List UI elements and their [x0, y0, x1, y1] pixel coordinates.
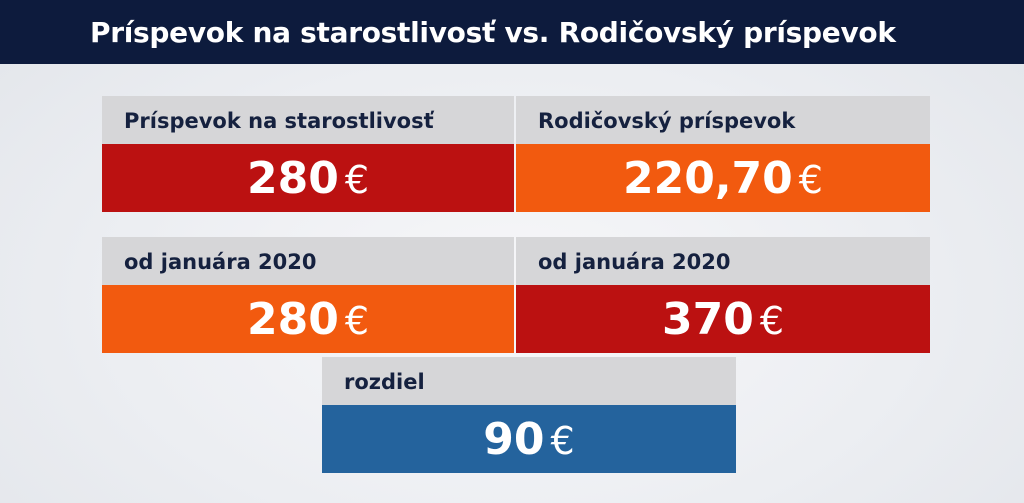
amount-value: 90 — [483, 414, 545, 465]
title-bar: Príspevok na starostlivosť vs. Rodičovsk… — [0, 0, 1024, 64]
card-amount-box: 280 € — [102, 144, 514, 212]
card-label: rozdiel — [322, 357, 736, 405]
card-parental-allowance: Rodičovský príspevok 220,70 € — [516, 96, 930, 212]
amount-value: 370 — [661, 294, 754, 345]
card-amount-box: 220,70 € — [516, 144, 930, 212]
currency-symbol: € — [798, 158, 823, 202]
card-label: od januára 2020 — [102, 237, 514, 285]
page-title: Príspevok na starostlivosť vs. Rodičovsk… — [90, 16, 896, 49]
card-label: Príspevok na starostlivosť — [102, 96, 514, 144]
currency-symbol: € — [550, 419, 575, 463]
currency-symbol: € — [344, 299, 370, 343]
amount-value: 220,70 — [623, 153, 793, 204]
card-amount-box: 90 € — [322, 405, 736, 473]
card-care-allowance: Príspevok na starostlivosť 280 € — [102, 96, 514, 212]
currency-symbol: € — [344, 158, 370, 202]
card-amount-box: 370 € — [516, 285, 930, 353]
currency-symbol: € — [759, 299, 785, 343]
amount-value: 280 — [246, 294, 339, 345]
card-parental-allowance-2020: od januára 2020 370 € — [516, 237, 930, 353]
amount-value: 280 — [246, 153, 339, 204]
card-care-allowance-2020: od januára 2020 280 € — [102, 237, 514, 353]
card-amount-box: 280 € — [102, 285, 514, 353]
card-difference: rozdiel 90 € — [322, 357, 736, 473]
card-label: od januára 2020 — [516, 237, 930, 285]
card-label: Rodičovský príspevok — [516, 96, 930, 144]
